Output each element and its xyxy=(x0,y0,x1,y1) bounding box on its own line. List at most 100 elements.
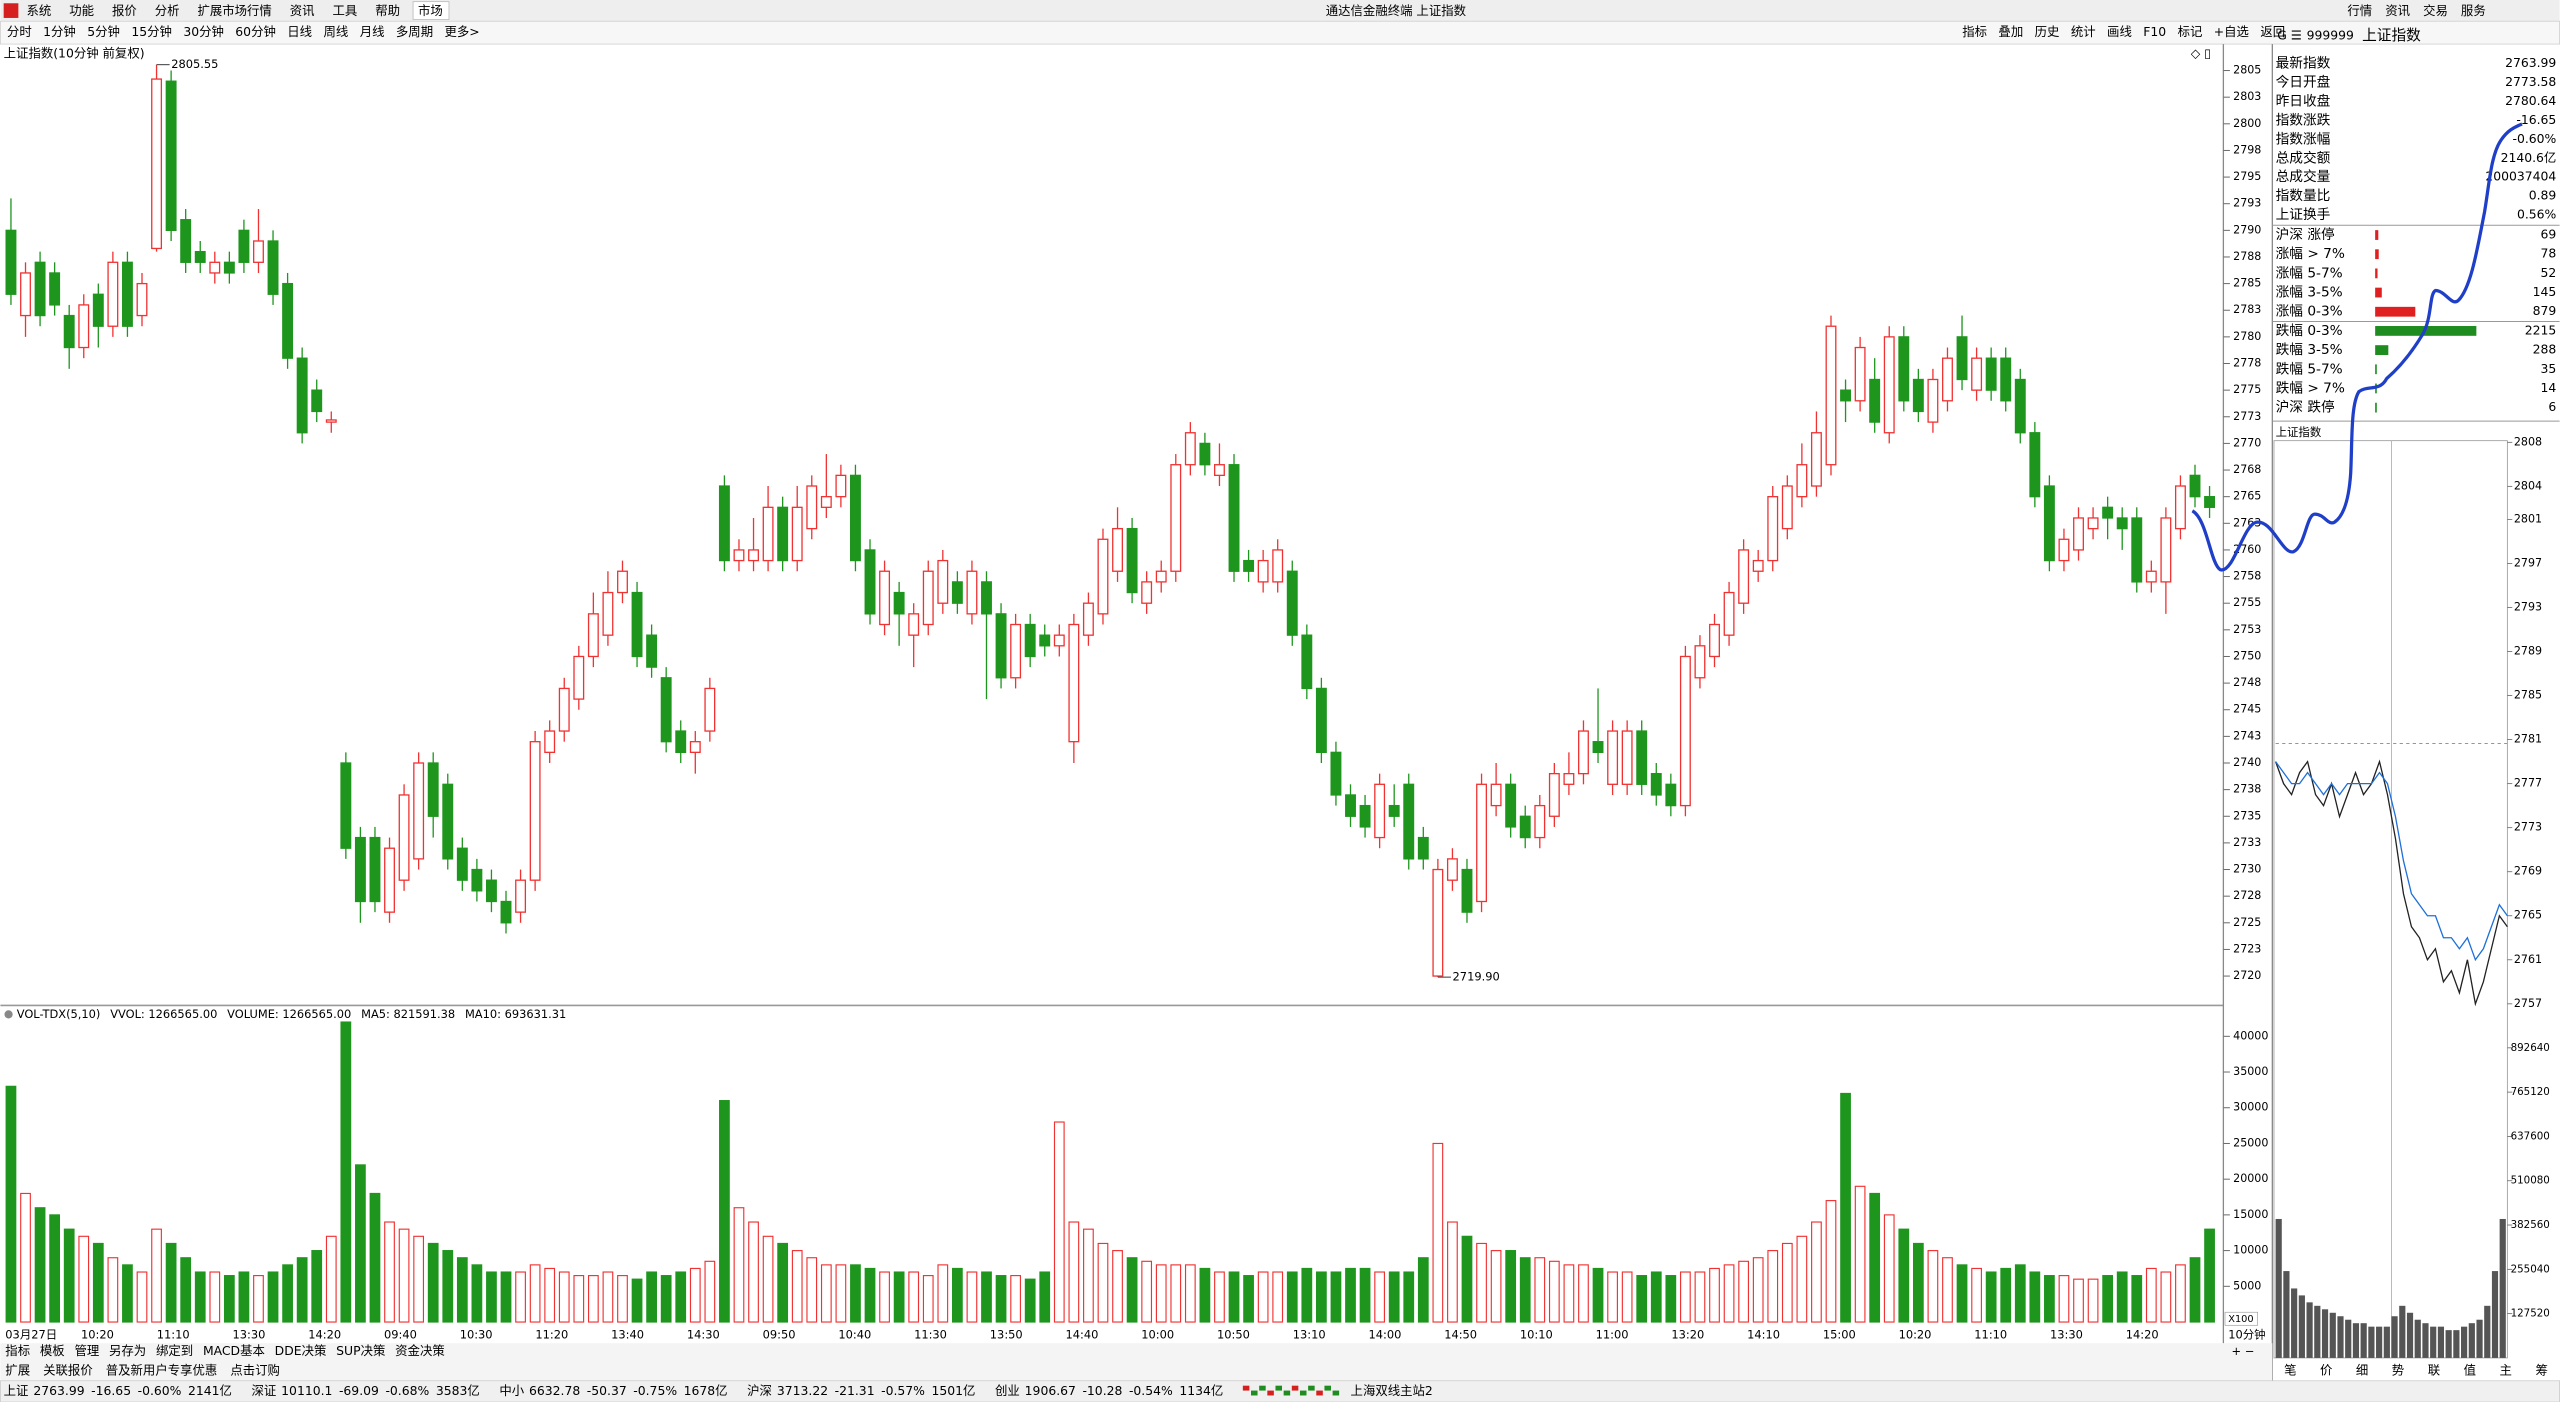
menu-item[interactable]: 系统 xyxy=(27,3,52,18)
bottom-tab[interactable]: 另存为 xyxy=(109,1343,146,1358)
tool-button[interactable]: 指标 xyxy=(1962,24,1987,39)
menu-item[interactable]: 分析 xyxy=(155,3,180,18)
menu-item[interactable]: 帮助 xyxy=(375,3,400,18)
y-tick-label: 2763 xyxy=(2233,516,2261,529)
candle-body xyxy=(1563,772,1575,785)
menu-item[interactable]: 功能 xyxy=(69,3,94,18)
bottom-tab[interactable]: MACD基本 xyxy=(203,1343,265,1358)
tool-button[interactable]: 返回 xyxy=(2260,24,2285,39)
menu-item[interactable]: 报价 xyxy=(112,3,137,18)
menu-item[interactable]: 资讯 xyxy=(290,3,315,18)
bottom-tab[interactable]: 指标 xyxy=(5,1343,30,1358)
menu-item[interactable]: 工具 xyxy=(332,3,357,18)
candle-body xyxy=(20,272,31,317)
x-tick-label: 10:10 xyxy=(1520,1328,1553,1342)
period-button[interactable]: 周线 xyxy=(324,24,349,39)
ext-item[interactable]: 普及新用户专享优惠 xyxy=(106,1362,218,1377)
tool-button[interactable]: 统计 xyxy=(2071,24,2096,39)
legend-icon[interactable] xyxy=(4,1010,13,1019)
ext-item[interactable]: 扩展 xyxy=(5,1362,30,1377)
period-label: 10分钟 xyxy=(2228,1328,2265,1342)
volume-bar xyxy=(1083,1228,1094,1323)
signal-icon xyxy=(1332,1390,1340,1396)
quote-icons[interactable]: G ☰ xyxy=(2277,27,2302,42)
x-tick-label: 14:30 xyxy=(687,1328,720,1342)
mini-frame xyxy=(2273,440,2508,1359)
candle-body xyxy=(121,261,133,327)
candle-body xyxy=(1985,357,1997,391)
status-value: -0.75% xyxy=(633,1383,677,1398)
intraday-volume-bar xyxy=(2499,1218,2506,1358)
menu-right[interactable]: 服务 xyxy=(2461,3,2486,18)
breadth-bar xyxy=(2375,306,2416,317)
intraday-volume-bar xyxy=(2345,1319,2352,1358)
menu-market-box xyxy=(412,1,450,20)
period-button[interactable]: 5分钟 xyxy=(87,24,120,39)
period-button[interactable]: 日线 xyxy=(287,24,312,39)
candle-body xyxy=(995,613,1007,679)
period-button[interactable]: 分时 xyxy=(7,24,32,39)
menu-item[interactable]: 扩展市场行情 xyxy=(197,3,271,18)
period-button[interactable]: 30分钟 xyxy=(183,24,224,39)
quote-tab[interactable]: 筹 xyxy=(2535,1362,2547,1377)
ext-item[interactable]: 点击订购 xyxy=(230,1362,280,1377)
candle-body xyxy=(1082,602,1094,636)
quote-code: 999999 xyxy=(2307,27,2354,42)
volume-bar xyxy=(1825,1200,1837,1323)
tool-button[interactable]: 叠加 xyxy=(1998,24,2023,39)
candle-body xyxy=(1767,496,1779,562)
stat-value: 200037404 xyxy=(2485,169,2556,184)
period-button[interactable]: 月线 xyxy=(360,24,385,39)
menu-right[interactable]: 交易 xyxy=(2423,3,2448,18)
volume-bar xyxy=(762,1235,774,1323)
y-tick-label: 2743 xyxy=(2233,729,2261,742)
bottom-tab[interactable]: SUP决策 xyxy=(336,1343,385,1358)
menu-right[interactable]: 行情 xyxy=(2347,3,2372,18)
quote-tab[interactable]: 笔 xyxy=(2284,1362,2296,1377)
volume-bar xyxy=(194,1271,206,1323)
candle-body xyxy=(1738,549,1750,604)
y-tick-label: 2733 xyxy=(2233,836,2261,849)
quote-tab[interactable]: 联 xyxy=(2428,1362,2440,1377)
bottom-tab[interactable]: 绑定到 xyxy=(156,1343,193,1358)
period-button[interactable]: 1分钟 xyxy=(43,24,76,39)
tool-button[interactable]: 历史 xyxy=(2035,24,2060,39)
zoom-buttons[interactable]: + − xyxy=(2232,1344,2255,1358)
ext-item[interactable]: 关联报价 xyxy=(43,1362,93,1377)
intraday-volume-bar xyxy=(2298,1295,2305,1358)
chart-icon[interactable]: ◇ ▯ xyxy=(2191,45,2211,60)
quote-tab[interactable]: 主 xyxy=(2500,1362,2512,1377)
y-tick-label: 2805 xyxy=(2233,64,2261,77)
tool-button[interactable]: F10 xyxy=(2143,24,2166,39)
quote-tab[interactable]: 势 xyxy=(2392,1362,2404,1377)
more-button[interactable]: 更多> xyxy=(445,24,480,39)
x-tick-label: 11:10 xyxy=(157,1328,190,1342)
menu-right[interactable]: 资讯 xyxy=(2385,3,2410,18)
status-value: -69.09 xyxy=(339,1383,379,1398)
quote-tab[interactable]: 值 xyxy=(2464,1362,2476,1377)
period-button[interactable]: 多周期 xyxy=(396,24,433,39)
status-value: 10110.1 xyxy=(281,1383,332,1398)
candle-body xyxy=(223,261,235,274)
breadth-label: 涨幅 0-3% xyxy=(2276,304,2343,320)
tool-button[interactable]: +自选 xyxy=(2214,24,2249,39)
candle-body xyxy=(864,549,876,615)
bottom-tab[interactable]: DDE决策 xyxy=(275,1343,327,1358)
bottom-tab[interactable]: 模板 xyxy=(40,1343,65,1358)
y-tick-label: 10000 xyxy=(2233,1244,2268,1257)
quote-tab[interactable]: 价 xyxy=(2320,1362,2333,1377)
bottom-tab[interactable]: 资金决策 xyxy=(395,1343,445,1358)
volume-bar xyxy=(282,1264,293,1323)
volume-bar xyxy=(1461,1235,1473,1323)
menu-market[interactable]: 市场 xyxy=(418,3,443,18)
candle-body xyxy=(660,677,672,743)
y-tick-label: 2725 xyxy=(2233,916,2261,929)
period-button[interactable]: 15分钟 xyxy=(131,24,172,39)
quote-tab[interactable]: 细 xyxy=(2356,1362,2368,1377)
tool-button[interactable]: 标记 xyxy=(2178,24,2203,39)
status-value: 3713.22 xyxy=(777,1383,828,1398)
period-button[interactable]: 60分钟 xyxy=(235,24,276,39)
tool-button[interactable]: 画线 xyxy=(2107,24,2132,39)
volume-bar xyxy=(558,1271,570,1323)
bottom-tab[interactable]: 管理 xyxy=(74,1343,99,1358)
